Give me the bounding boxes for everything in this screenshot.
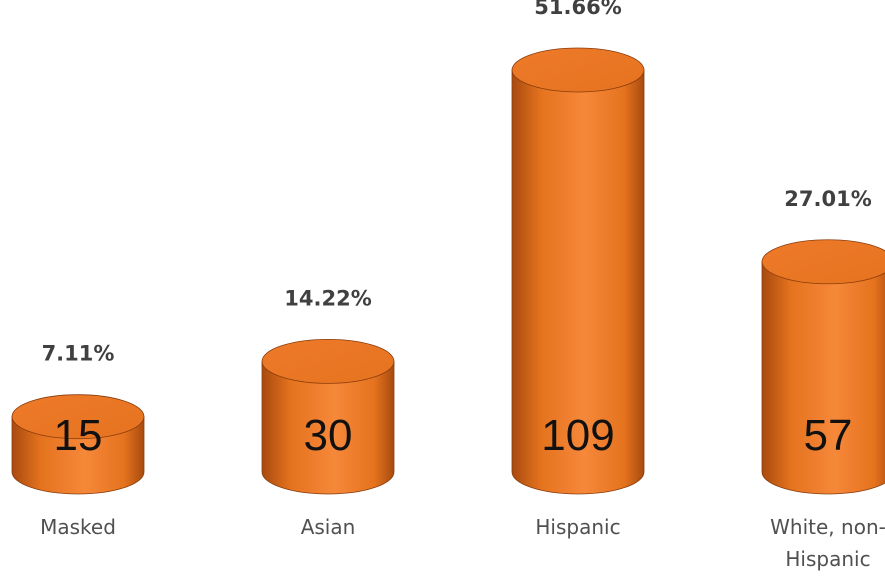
value-label-hispanic: 109: [541, 411, 614, 460]
category-label-hispanic: Hispanic: [535, 515, 620, 539]
bar-white-non-hispanic: [761, 239, 885, 495]
bar-top-white-non-hispanic: [761, 239, 885, 285]
category-label-masked: Masked: [40, 515, 116, 539]
bar-body-hispanic: [511, 69, 645, 495]
labels-layer: 15 7.11% Masked 30 14.22% Asian 109 51.66% Hispa…: [40, 0, 885, 571]
value-label-white-non-hispanic: 57: [804, 411, 853, 460]
bar-top-masked: [11, 394, 145, 440]
percent-label-masked: 7.11%: [42, 342, 115, 366]
value-label-masked: 15: [54, 411, 103, 460]
category-label-asian: Asian: [301, 515, 356, 539]
value-label-asian: 30: [304, 411, 353, 460]
percent-label-asian: 14.22%: [284, 286, 371, 310]
percent-label-white-non-hispanic: 27.01%: [784, 187, 871, 211]
bar-hispanic: [511, 47, 645, 495]
bar-body-white-non-hispanic: [761, 261, 885, 495]
percent-label-hispanic: 51.66%: [534, 0, 621, 19]
bar-top-asian: [261, 338, 395, 384]
bar-body-asian: [261, 360, 395, 495]
bar-asian: [261, 338, 395, 495]
category-label-white-non-hispanic-line-2: Hispanic: [785, 547, 870, 571]
bar-top-hispanic: [511, 47, 645, 93]
bar-masked: [11, 394, 145, 495]
category-label-white-non-hispanic-line-1: White, non-: [770, 515, 885, 539]
bars-layer: [11, 47, 885, 495]
